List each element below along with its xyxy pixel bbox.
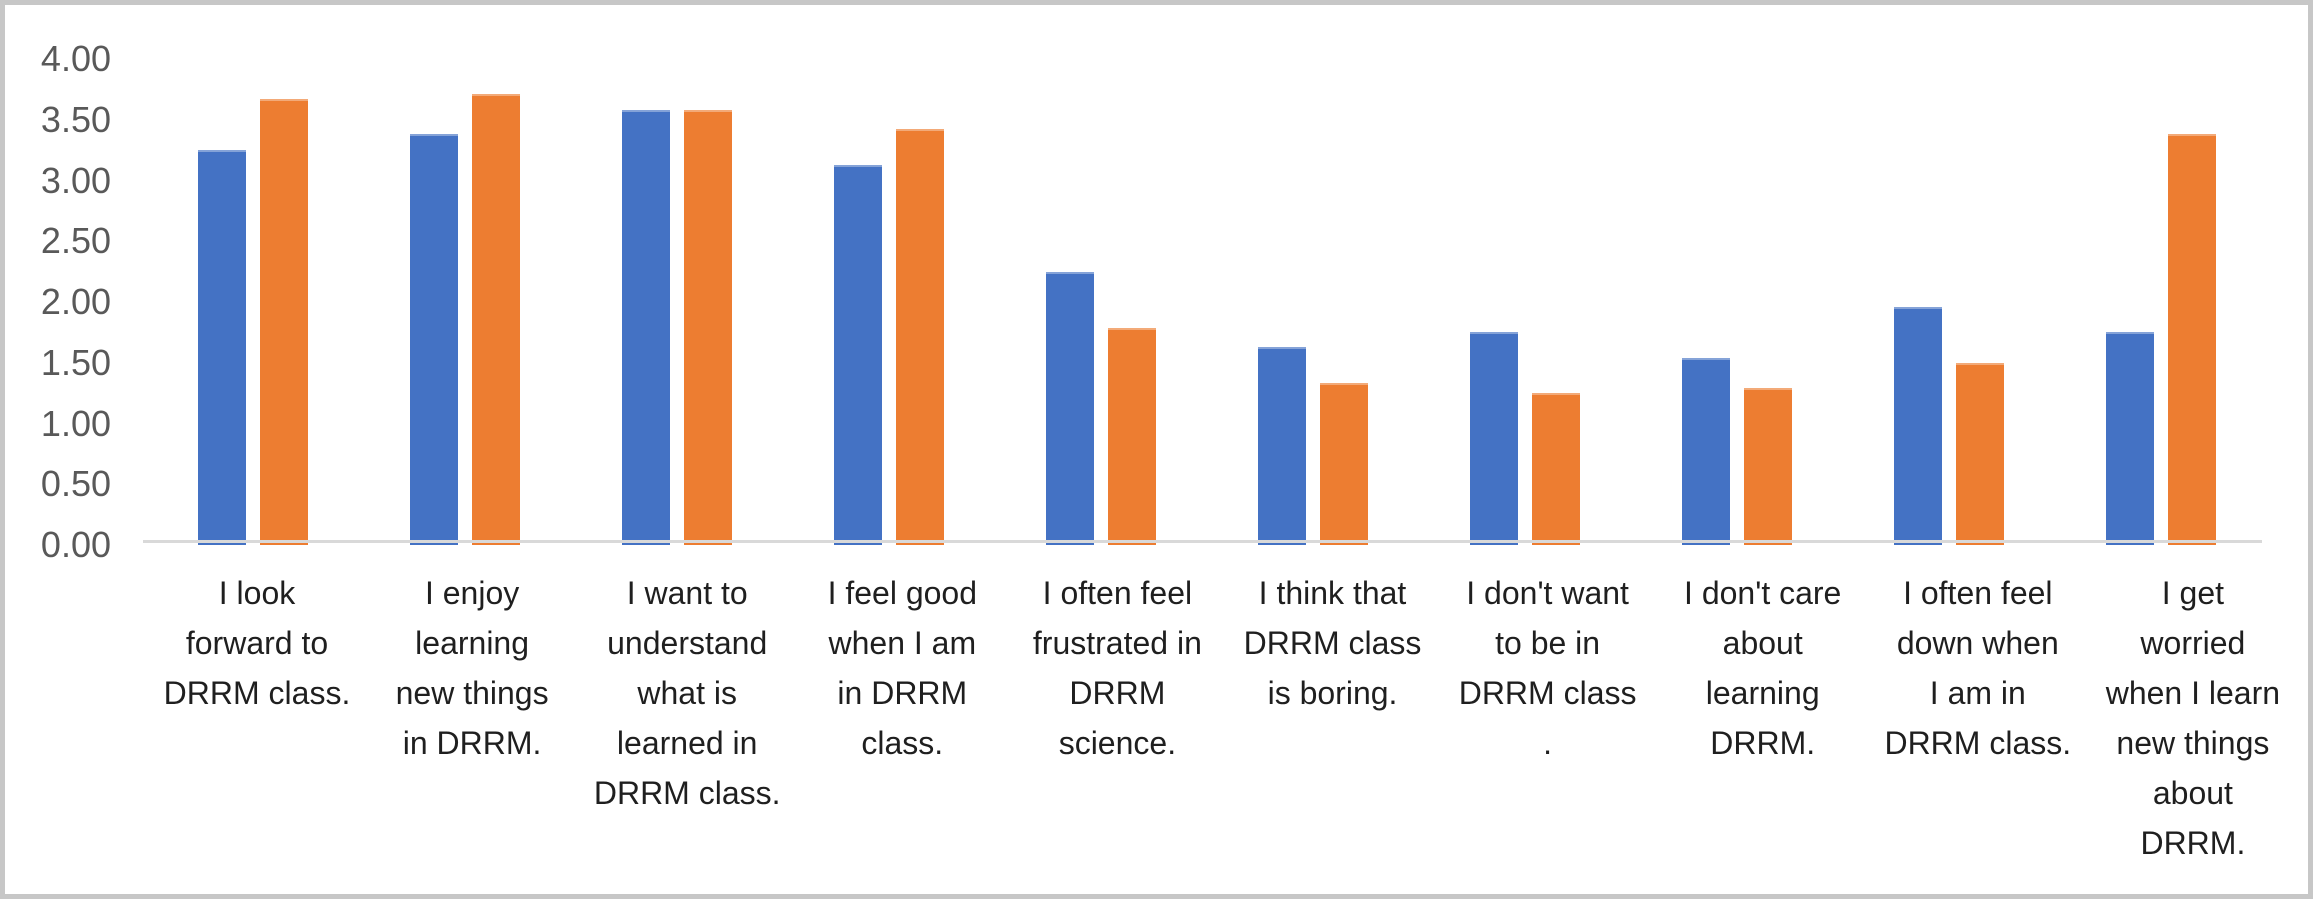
bar-blue-series-category-2	[410, 134, 459, 545]
x-axis-category-label-2: I enjoy learning new things in DRRM.	[395, 575, 549, 761]
plot-area: 0.00 0.50 1.00 1.50 2.00 2.50 3.00 3.50 4.00 I lo…	[5, 5, 2308, 894]
bar-blue-series-category-6	[1258, 346, 1307, 545]
x-axis-category-label-9: I often feel down when I am in DRRM clas…	[1884, 575, 2072, 761]
y-axis-tick-label: 3.00	[40, 159, 111, 201]
bar-blue-series-category-5	[1046, 271, 1095, 545]
x-axis-category-label-6: I think that DRRM class is boring.	[1243, 575, 1422, 711]
bar-orange-series-category-5	[1108, 327, 1157, 545]
bar-blue-series-category-10	[2106, 332, 2155, 545]
bar-orange-series-category-7	[1532, 393, 1581, 545]
x-axis-category-label-5: I often feel frustrated in DRRM science.	[1032, 575, 1202, 761]
bar-orange-series-category-9	[1956, 362, 2005, 545]
bar-orange-series-category-1	[260, 99, 308, 545]
bar-blue-series-category-1	[198, 150, 246, 545]
x-axis-category-label-7: I don't want to be in DRRM class .	[1458, 575, 1637, 761]
bar-orange-series-category-10	[2168, 134, 2217, 545]
bar-blue-series-category-4	[834, 164, 883, 545]
bar-blue-series-category-9	[1894, 306, 1943, 545]
bar-blue-series-category-8	[1682, 357, 1731, 545]
y-axis-tick-label: 0.00	[40, 524, 111, 565]
y-axis-tick-label: 1.00	[40, 402, 111, 444]
bar-orange-series-category-2	[472, 94, 521, 545]
bar-orange-series-category-6	[1320, 383, 1369, 545]
bar-blue-series-category-7	[1470, 332, 1519, 545]
y-axis-tick-label: 3.50	[40, 98, 111, 140]
y-axis-tick-label: 0.50	[40, 463, 111, 505]
x-axis-category-label-3: I want to understand what is learned in …	[593, 575, 781, 811]
x-axis-category-label-10: I get worried when I learn new things ab…	[2105, 575, 2281, 861]
bar-blue-series-category-3	[622, 110, 671, 545]
x-axis-category-label-4: I feel good when I am in DRRM class.	[827, 575, 978, 761]
y-axis-tick-label: 2.50	[40, 220, 111, 262]
x-axis-line	[143, 540, 2262, 543]
y-axis-tick-label: 4.00	[40, 38, 111, 79]
bar-orange-series-category-8	[1744, 388, 1793, 545]
y-axis-tick-label: 2.00	[40, 281, 111, 322]
bar-orange-series-category-4	[896, 129, 945, 545]
x-axis-category-label-1: I look forward to DRRM class.	[163, 575, 351, 711]
y-axis-tick-label: 1.50	[40, 341, 111, 383]
x-axis-category-label-8: I don't care about learning DRRM.	[1684, 575, 1842, 761]
bar-orange-series-category-3	[684, 110, 733, 545]
